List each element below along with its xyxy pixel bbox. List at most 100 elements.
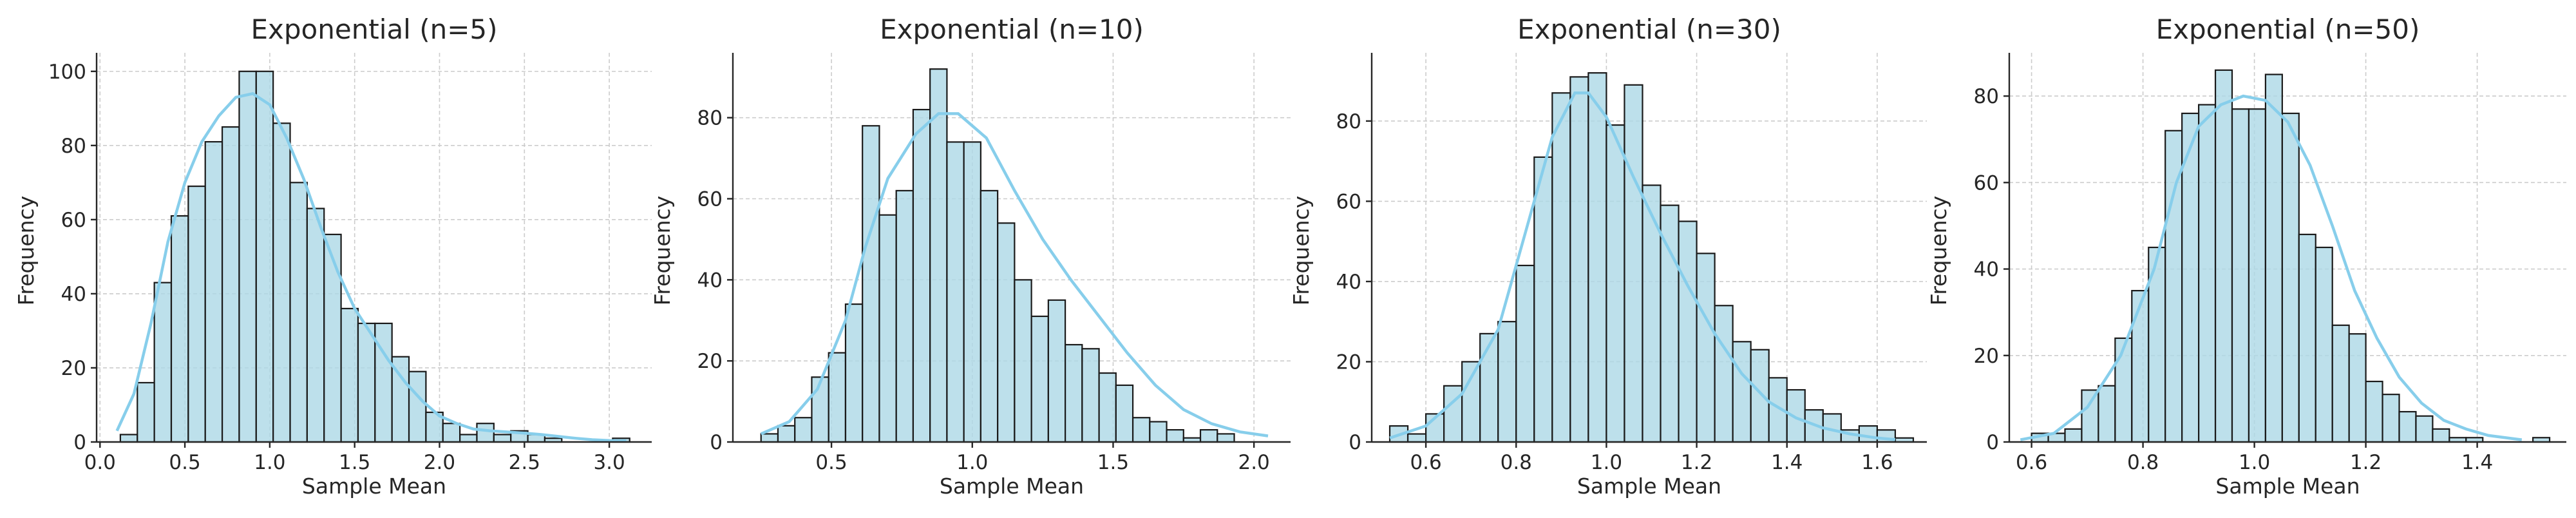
y-tick-label: 20 bbox=[1974, 345, 1999, 368]
histogram-bar bbox=[1732, 341, 1752, 443]
histogram-bar bbox=[442, 423, 461, 443]
histogram-bar bbox=[1678, 220, 1698, 443]
kde-curve bbox=[1389, 91, 1896, 441]
histogram-bar bbox=[794, 417, 813, 443]
chart-panel-1: 0.0 0.5 1.0 1.5 2.0 2.5 3.0 0 20 40 60 80 100 Exponen… bbox=[14, 14, 652, 499]
histogram-bar bbox=[2198, 104, 2217, 443]
histogram-bar bbox=[929, 68, 948, 443]
x-tick-label: 1.0 bbox=[956, 451, 988, 474]
histogram-bar bbox=[2214, 69, 2233, 443]
x-tick-label: 0.5 bbox=[815, 451, 847, 474]
histogram-bar bbox=[1217, 433, 1235, 443]
histogram-bar bbox=[2365, 380, 2383, 443]
histogram-bar bbox=[1166, 429, 1184, 443]
x-axis-label: Sample Mean bbox=[940, 474, 1084, 499]
histogram-bar bbox=[2315, 246, 2333, 443]
y-tick-label: 0 bbox=[1986, 431, 1999, 454]
x-tick-label: 1.5 bbox=[339, 451, 370, 474]
x-axis-label: Sample Mean bbox=[302, 474, 446, 499]
x-tick-label: 1.5 bbox=[1097, 451, 1129, 474]
y-tick-label: 60 bbox=[61, 209, 86, 232]
histogram-bar bbox=[1098, 372, 1117, 443]
histogram-bar bbox=[2281, 112, 2300, 443]
histogram-bar bbox=[777, 425, 796, 443]
kde-curve bbox=[2020, 94, 2523, 441]
histogram-bar bbox=[2264, 73, 2283, 443]
y-tick-label: 40 bbox=[1974, 258, 1999, 282]
x-tick-label: 0.6 bbox=[2016, 451, 2047, 474]
histogram-bar bbox=[1443, 385, 1463, 443]
histogram-bar bbox=[811, 376, 829, 443]
y-tick-label: 20 bbox=[61, 357, 86, 380]
x-tick-label: 1.2 bbox=[2350, 451, 2382, 474]
x-tick-label: 2.5 bbox=[509, 451, 540, 474]
histogram-bar bbox=[878, 214, 897, 443]
x-tick-label: 0.8 bbox=[2127, 451, 2159, 474]
y-tick-label: 60 bbox=[1974, 171, 1999, 195]
histogram-bar bbox=[1132, 417, 1151, 443]
histogram-bar bbox=[408, 370, 427, 443]
histogram-bar bbox=[1461, 361, 1481, 443]
histogram-bar bbox=[2415, 415, 2434, 443]
y-axis-label: Frequency bbox=[1926, 196, 1951, 305]
y-tick-label: 80 bbox=[61, 135, 86, 158]
histogram-bar bbox=[2164, 130, 2183, 443]
histogram-bar bbox=[323, 233, 342, 443]
histogram-bar bbox=[137, 381, 155, 443]
histogram-bar bbox=[1858, 425, 1879, 443]
histogram-bar bbox=[1497, 321, 1517, 443]
y-tick-label: 80 bbox=[1336, 110, 1361, 133]
histogram-bar bbox=[1479, 332, 1499, 443]
histogram-bar bbox=[340, 307, 359, 443]
histogram-bar bbox=[2064, 428, 2083, 443]
x-tick-label: 0.5 bbox=[169, 451, 200, 474]
histogram-bar bbox=[238, 70, 257, 443]
y-tick-label: 80 bbox=[1974, 85, 1999, 108]
histogram-bar bbox=[2131, 290, 2150, 443]
histogram-bar bbox=[1714, 305, 1734, 443]
histogram-bar bbox=[1199, 429, 1218, 443]
histogram-bar bbox=[170, 215, 189, 443]
histogram-bar bbox=[828, 352, 847, 443]
histogram-bar bbox=[1624, 84, 1643, 443]
chart-panel-2: 0.5 1.0 1.5 2.0 0 20 40 60 80 Exponential (n=10) S… bbox=[650, 14, 1291, 499]
histogram-bar bbox=[2098, 385, 2116, 443]
y-axis-label: Frequency bbox=[650, 196, 675, 305]
histogram-bar bbox=[946, 141, 965, 443]
histogram-bar bbox=[963, 141, 981, 443]
histogram-bar bbox=[2248, 108, 2266, 443]
histogram-bar bbox=[272, 122, 291, 443]
x-tick-label: 1.6 bbox=[1861, 451, 1893, 474]
histogram-bar bbox=[1515, 264, 1535, 443]
histogram-bar bbox=[2114, 337, 2133, 443]
histogram-bar bbox=[2181, 112, 2200, 443]
histogram-bar bbox=[2231, 108, 2250, 443]
y-tick-label: 40 bbox=[61, 283, 86, 306]
histogram-bars bbox=[119, 70, 630, 443]
y-tick-label: 0 bbox=[710, 431, 723, 454]
histogram-bar bbox=[1750, 349, 1770, 443]
x-tick-label: 0.8 bbox=[1501, 451, 1532, 474]
histogram-bar bbox=[2432, 428, 2450, 443]
y-tick-label: 60 bbox=[1336, 190, 1361, 213]
chart-title: Exponential (n=50) bbox=[2156, 14, 2420, 45]
chart-title: Exponential (n=10) bbox=[880, 14, 1144, 45]
histogram-bar bbox=[1081, 348, 1100, 443]
histogram-bar bbox=[2382, 394, 2400, 443]
histogram-bar bbox=[2298, 233, 2316, 443]
histogram-bar bbox=[895, 189, 914, 443]
histogram-bar bbox=[1786, 388, 1806, 443]
histogram-bar bbox=[1551, 92, 1571, 443]
chart-panel-3: 0.6 0.8 1.0 1.2 1.4 1.6 0 20 40 60 80 Exponential (… bbox=[1289, 14, 1927, 499]
histogram-bar bbox=[980, 189, 999, 443]
x-axis-label: Sample Mean bbox=[1577, 474, 1721, 499]
x-tick-label: 1.0 bbox=[2239, 451, 2270, 474]
histogram-bar bbox=[912, 108, 931, 443]
chart-title: Exponential (n=5) bbox=[251, 14, 497, 45]
histogram-bar bbox=[1115, 384, 1134, 443]
x-tick-label: 1.4 bbox=[1771, 451, 1803, 474]
histogram-bar bbox=[2081, 389, 2099, 443]
histogram-bar bbox=[289, 182, 308, 443]
histogram-bar bbox=[1533, 156, 1553, 443]
